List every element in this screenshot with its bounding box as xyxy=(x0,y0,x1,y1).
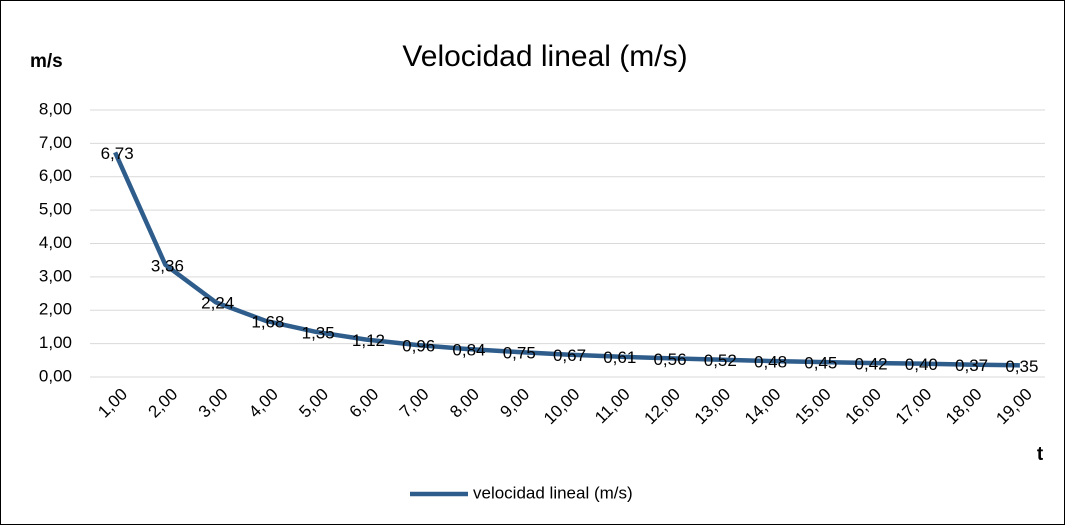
data-label: 0,40 xyxy=(905,355,938,374)
data-label: 2,24 xyxy=(201,294,234,313)
y-tick-label: 7,00 xyxy=(39,133,72,152)
data-label: 0,56 xyxy=(653,350,686,369)
data-label: 1,12 xyxy=(352,331,385,350)
data-label: 1,35 xyxy=(302,323,335,342)
line xyxy=(113,151,1020,368)
chart-title: Velocidad lineal (m/s) xyxy=(402,40,687,73)
data-label: 3,36 xyxy=(151,256,184,275)
y-tick-label: 2,00 xyxy=(39,300,72,319)
y-axis-label: m/s xyxy=(30,51,63,72)
y-tick-label: 1,00 xyxy=(39,333,72,352)
data-label: 0,75 xyxy=(503,343,536,362)
data-label: 0,35 xyxy=(1005,357,1038,376)
data-label: 0,84 xyxy=(452,340,485,359)
data-label: 0,42 xyxy=(855,354,888,373)
legend-label: velocidad lineal (m/s) xyxy=(473,483,633,502)
data-label: 0,45 xyxy=(804,353,837,372)
data-label: 0,61 xyxy=(603,348,636,367)
y-tick-label: 4,00 xyxy=(39,233,72,252)
y-tick-label: 8,00 xyxy=(39,99,72,118)
data-label: 0,37 xyxy=(955,356,988,375)
y-tick-label: 5,00 xyxy=(39,200,72,219)
y-tick-label: 3,00 xyxy=(39,266,72,285)
data-label: 0,48 xyxy=(754,352,787,371)
y-tick-label: 6,00 xyxy=(39,166,72,185)
x-axis-label: t xyxy=(1037,444,1044,465)
y-tick-label: 0,00 xyxy=(39,366,72,385)
data-label: 0,67 xyxy=(553,346,586,365)
data-label: 1,68 xyxy=(251,312,284,331)
data-label: 0,96 xyxy=(402,336,435,355)
data-label: 0,52 xyxy=(704,351,737,370)
data-label: 6,73 xyxy=(101,144,134,163)
